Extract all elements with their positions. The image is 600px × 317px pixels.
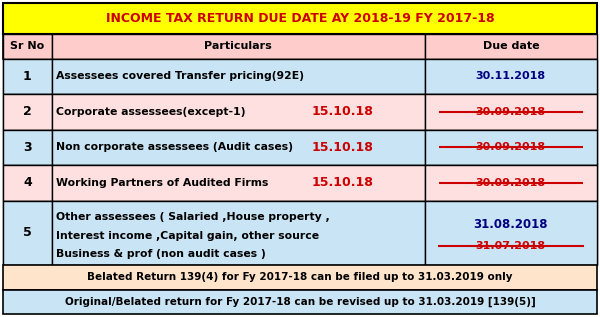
Bar <box>52 201 425 265</box>
Bar <box>52 130 425 165</box>
Bar <box>3 59 597 94</box>
Text: Interest income ,Capital gain, other source: Interest income ,Capital gain, other sou… <box>56 231 319 241</box>
Bar <box>3 3 597 34</box>
Text: Belated Return 139(4) for Fy 2017-18 can be filed up to 31.03.2019 only: Belated Return 139(4) for Fy 2017-18 can… <box>87 272 513 282</box>
Text: Sr No: Sr No <box>10 41 44 51</box>
Bar <box>52 34 425 59</box>
Text: 2: 2 <box>23 105 32 118</box>
Bar <box>425 59 597 94</box>
Text: 4: 4 <box>23 177 32 190</box>
Bar <box>3 94 597 130</box>
Bar <box>425 201 597 265</box>
Bar <box>52 165 425 201</box>
Bar <box>52 59 425 94</box>
Text: Working Partners of Audited Firms: Working Partners of Audited Firms <box>56 178 268 188</box>
Text: 3: 3 <box>23 141 32 154</box>
Bar <box>3 34 52 59</box>
Bar <box>3 289 597 314</box>
Text: 15.10.18: 15.10.18 <box>312 105 374 118</box>
Bar <box>425 34 597 59</box>
Text: Business & prof (non audit cases ): Business & prof (non audit cases ) <box>56 249 265 259</box>
Bar <box>3 130 597 165</box>
Bar <box>425 94 597 130</box>
Text: 1: 1 <box>23 70 32 83</box>
Text: Due date: Due date <box>482 41 539 51</box>
Text: 30.09.2018: 30.09.2018 <box>476 178 546 188</box>
Text: Particulars: Particulars <box>205 41 272 51</box>
Text: 15.10.18: 15.10.18 <box>312 177 374 190</box>
Bar <box>425 165 597 201</box>
Bar <box>3 59 52 94</box>
Text: Non corporate assessees (Audit cases): Non corporate assessees (Audit cases) <box>56 142 293 152</box>
Text: 30.09.2018: 30.09.2018 <box>476 107 546 117</box>
Bar <box>52 94 425 130</box>
Text: 15.10.18: 15.10.18 <box>312 141 374 154</box>
Bar <box>425 130 597 165</box>
Text: Other assessees ( Salaried ,House property ,: Other assessees ( Salaried ,House proper… <box>56 212 329 222</box>
Text: INCOME TAX RETURN DUE DATE AY 2018-19 FY 2017-18: INCOME TAX RETURN DUE DATE AY 2018-19 FY… <box>106 12 494 25</box>
Bar <box>3 165 52 201</box>
Text: 30.09.2018: 30.09.2018 <box>476 142 546 152</box>
Bar <box>3 265 597 289</box>
Bar <box>3 201 52 265</box>
Bar <box>3 34 597 59</box>
Text: 30.11.2018: 30.11.2018 <box>476 71 546 81</box>
Text: Corporate assessees(except-1): Corporate assessees(except-1) <box>56 107 245 117</box>
Bar <box>3 94 52 130</box>
Text: Original/Belated return for Fy 2017-18 can be revised up to 31.03.2019 [139(5)]: Original/Belated return for Fy 2017-18 c… <box>65 297 535 307</box>
Bar <box>3 201 597 265</box>
Text: 31.08.2018: 31.08.2018 <box>473 218 548 231</box>
Bar <box>3 165 597 201</box>
Text: 5: 5 <box>23 226 32 239</box>
Text: Assessees covered Transfer pricing(92E): Assessees covered Transfer pricing(92E) <box>56 71 304 81</box>
Text: 31.07.2018: 31.07.2018 <box>476 241 546 251</box>
Bar <box>3 130 52 165</box>
